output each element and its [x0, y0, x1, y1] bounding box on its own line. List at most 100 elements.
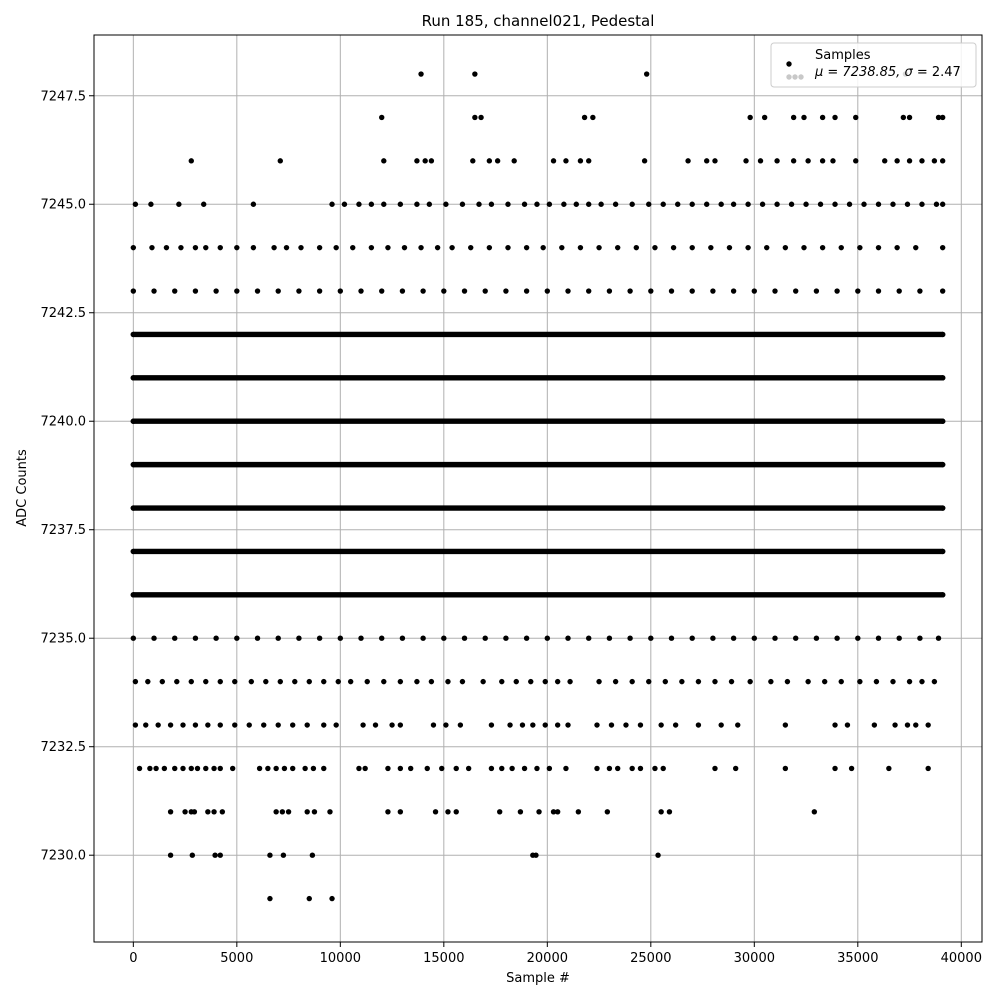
- data-point: [544, 288, 551, 294]
- data-point: [695, 722, 702, 728]
- x-tick-label: 10000: [320, 951, 361, 966]
- data-point: [335, 678, 341, 685]
- data-point: [565, 635, 571, 641]
- data-point: [873, 678, 880, 685]
- data-point: [461, 288, 468, 294]
- data-point: [793, 288, 799, 294]
- data-point: [801, 114, 807, 121]
- data-point: [399, 288, 406, 294]
- data-point: [853, 158, 859, 164]
- data-point: [424, 765, 430, 772]
- data-point: [234, 244, 240, 251]
- data-point: [689, 288, 695, 294]
- data-point: [790, 158, 797, 164]
- data-point: [304, 809, 310, 815]
- data-point: [904, 201, 911, 207]
- data-point: [801, 244, 807, 251]
- data-point: [356, 765, 362, 772]
- data-point: [172, 765, 178, 772]
- data-point: [358, 288, 364, 294]
- data-point: [432, 809, 439, 815]
- data-point: [397, 201, 404, 207]
- data-point: [939, 114, 946, 121]
- data-point: [844, 722, 851, 728]
- data-point: [768, 678, 774, 685]
- data-point: [130, 331, 137, 338]
- data-point: [250, 201, 257, 207]
- data-point: [764, 244, 770, 251]
- data-point: [906, 158, 913, 164]
- data-point: [132, 201, 139, 207]
- data-point: [612, 678, 619, 685]
- data-point: [900, 114, 907, 121]
- data-point: [919, 678, 925, 685]
- data-point: [861, 201, 867, 207]
- data-point: [277, 678, 283, 685]
- data-point: [136, 765, 143, 772]
- data-point: [234, 635, 240, 641]
- data-point: [528, 678, 534, 685]
- data-point: [321, 722, 327, 728]
- data-point: [939, 548, 946, 555]
- data-point: [217, 765, 223, 772]
- data-point: [803, 201, 809, 207]
- data-point: [130, 244, 137, 251]
- data-point: [488, 201, 495, 207]
- data-point: [189, 852, 196, 858]
- data-point: [453, 809, 459, 815]
- data-point: [871, 722, 878, 728]
- data-point: [658, 809, 664, 815]
- data-point: [606, 635, 613, 641]
- data-point: [430, 722, 437, 728]
- data-point: [904, 722, 911, 728]
- data-point: [505, 244, 511, 251]
- data-point: [832, 722, 838, 728]
- data-point: [596, 244, 602, 251]
- data-point: [275, 288, 281, 294]
- data-point: [213, 635, 219, 641]
- data-point: [939, 592, 946, 598]
- data-point: [759, 201, 766, 207]
- data-point: [401, 244, 408, 251]
- y-axis: 7230.0 7232.5 7235.0 7237.5 7240.0 7242.5 7245…: [41, 89, 94, 864]
- x-tick-label: 25000: [630, 951, 671, 966]
- data-point: [931, 678, 938, 685]
- data-point: [575, 809, 582, 815]
- data-point: [205, 809, 211, 815]
- data-point: [459, 678, 466, 685]
- data-point: [519, 722, 526, 728]
- data-point: [540, 244, 546, 251]
- x-axis: 0 5000 10000 15000 20000 25000 30000 35000 40000: [129, 942, 982, 966]
- y-tick-label: 7232.5: [41, 740, 87, 755]
- data-point: [554, 722, 561, 728]
- data-point: [445, 678, 451, 685]
- data-point: [919, 158, 925, 164]
- data-point: [385, 765, 391, 772]
- data-point: [679, 678, 685, 685]
- data-point: [892, 722, 898, 728]
- data-point: [449, 244, 455, 251]
- data-point: [192, 635, 199, 641]
- data-point: [148, 201, 154, 207]
- legend: Samples μ = 7238.85, σ = 2.47: [770, 42, 977, 88]
- legend-marker-stats-3: [798, 74, 804, 80]
- data-point: [149, 244, 155, 251]
- data-point: [919, 201, 925, 207]
- data-point: [774, 158, 780, 164]
- data-point: [939, 288, 946, 294]
- data-point: [939, 331, 946, 338]
- data-point: [606, 288, 613, 294]
- data-point: [784, 678, 791, 685]
- data-point: [643, 71, 650, 77]
- data-point: [931, 158, 938, 164]
- data-point: [627, 635, 633, 641]
- data-point: [668, 635, 675, 641]
- data-point: [182, 809, 188, 815]
- data-point: [350, 244, 356, 251]
- data-point: [913, 722, 919, 728]
- data-point: [333, 244, 339, 251]
- data-point: [163, 244, 170, 251]
- data-point: [894, 244, 900, 251]
- data-point: [648, 288, 654, 294]
- data-point: [793, 635, 799, 641]
